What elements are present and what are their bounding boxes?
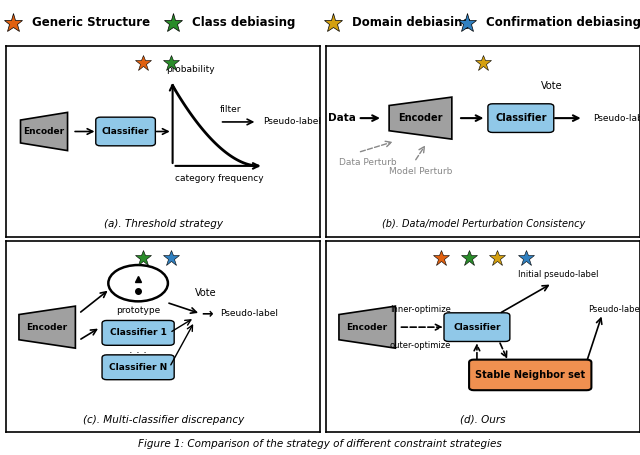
Text: Inner-optimize: Inner-optimize xyxy=(390,305,451,314)
Text: Encoder: Encoder xyxy=(398,113,443,123)
Text: (c). Multi-classifier discrepancy: (c). Multi-classifier discrepancy xyxy=(83,415,244,425)
Text: Pseudo-label: Pseudo-label xyxy=(588,305,640,314)
Text: Encoder: Encoder xyxy=(27,323,68,332)
Text: (d). Ours: (d). Ours xyxy=(460,415,506,425)
Text: (b). Data/model Perturbation Consistency: (b). Data/model Perturbation Consistency xyxy=(381,219,585,229)
Text: Encoder: Encoder xyxy=(24,127,65,136)
Text: Vote: Vote xyxy=(195,288,216,298)
Text: Classifier N: Classifier N xyxy=(109,363,167,372)
Text: (a). Threshold strategy: (a). Threshold strategy xyxy=(104,219,223,229)
Text: Classifier: Classifier xyxy=(495,113,547,123)
Text: filter: filter xyxy=(220,105,241,114)
Polygon shape xyxy=(20,112,68,151)
Text: Data Perturb: Data Perturb xyxy=(339,157,397,167)
Text: Figure 1: Comparison of the strategy of different constraint strategies: Figure 1: Comparison of the strategy of … xyxy=(138,439,502,449)
Text: Confirmation debiasing: Confirmation debiasing xyxy=(486,16,640,29)
Text: Model Perturb: Model Perturb xyxy=(389,167,452,176)
Text: probability: probability xyxy=(166,65,215,74)
Text: prototype: prototype xyxy=(116,306,160,315)
Text: . . .: . . . xyxy=(129,345,147,355)
Text: Data: Data xyxy=(328,113,356,123)
Polygon shape xyxy=(19,306,76,348)
Text: Encoder: Encoder xyxy=(347,323,388,332)
Polygon shape xyxy=(339,306,396,348)
Text: Generic Structure: Generic Structure xyxy=(32,16,150,29)
FancyBboxPatch shape xyxy=(102,355,174,379)
Text: outer-optimize: outer-optimize xyxy=(390,340,451,349)
Text: Vote: Vote xyxy=(541,81,563,91)
Polygon shape xyxy=(389,97,452,139)
Text: Pseudo-label: Pseudo-label xyxy=(593,114,640,122)
Text: Classifier: Classifier xyxy=(453,323,500,332)
Text: category frequency: category frequency xyxy=(175,173,264,182)
Text: Stable Neighbor set: Stable Neighbor set xyxy=(475,370,586,380)
Text: →: → xyxy=(201,307,212,321)
FancyBboxPatch shape xyxy=(102,320,174,345)
FancyBboxPatch shape xyxy=(488,104,554,132)
FancyBboxPatch shape xyxy=(469,359,591,390)
FancyBboxPatch shape xyxy=(444,313,510,341)
Text: Pseudo-label: Pseudo-label xyxy=(220,309,278,318)
FancyBboxPatch shape xyxy=(96,117,156,146)
Text: Pseudo-label: Pseudo-label xyxy=(264,117,321,126)
Text: Initial pseudo-label: Initial pseudo-label xyxy=(518,270,598,279)
Text: Class debiasing: Class debiasing xyxy=(192,16,296,29)
Text: Classifier: Classifier xyxy=(102,127,149,136)
Text: Classifier 1: Classifier 1 xyxy=(109,329,166,337)
Text: Domain debiasing: Domain debiasing xyxy=(352,16,471,29)
